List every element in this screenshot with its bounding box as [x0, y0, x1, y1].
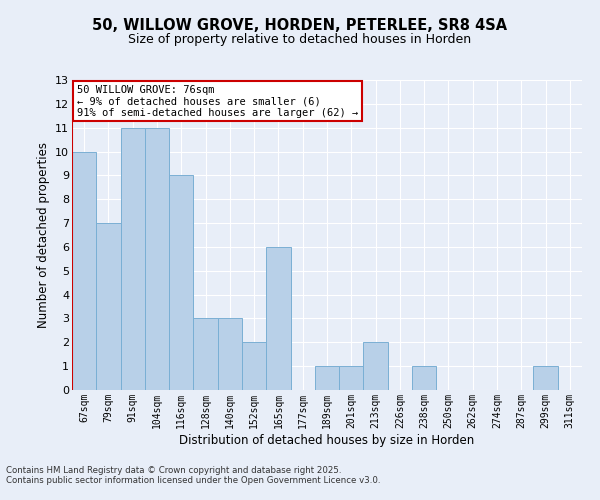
Bar	[412, 366, 436, 390]
Bar	[533, 366, 558, 390]
Bar	[242, 342, 266, 390]
Bar	[121, 128, 145, 390]
Bar	[364, 342, 388, 390]
Text: 50, WILLOW GROVE, HORDEN, PETERLEE, SR8 4SA: 50, WILLOW GROVE, HORDEN, PETERLEE, SR8 …	[92, 18, 508, 32]
Bar	[72, 152, 96, 390]
Text: Contains HM Land Registry data © Crown copyright and database right 2025.
Contai: Contains HM Land Registry data © Crown c…	[6, 466, 380, 485]
Bar	[96, 223, 121, 390]
Bar	[169, 176, 193, 390]
X-axis label: Distribution of detached houses by size in Horden: Distribution of detached houses by size …	[179, 434, 475, 446]
Y-axis label: Number of detached properties: Number of detached properties	[37, 142, 50, 328]
Text: Size of property relative to detached houses in Horden: Size of property relative to detached ho…	[128, 32, 472, 46]
Bar	[339, 366, 364, 390]
Bar	[218, 318, 242, 390]
Bar	[315, 366, 339, 390]
Bar	[193, 318, 218, 390]
Text: 50 WILLOW GROVE: 76sqm
← 9% of detached houses are smaller (6)
91% of semi-detac: 50 WILLOW GROVE: 76sqm ← 9% of detached …	[77, 84, 358, 118]
Bar	[266, 247, 290, 390]
Bar	[145, 128, 169, 390]
